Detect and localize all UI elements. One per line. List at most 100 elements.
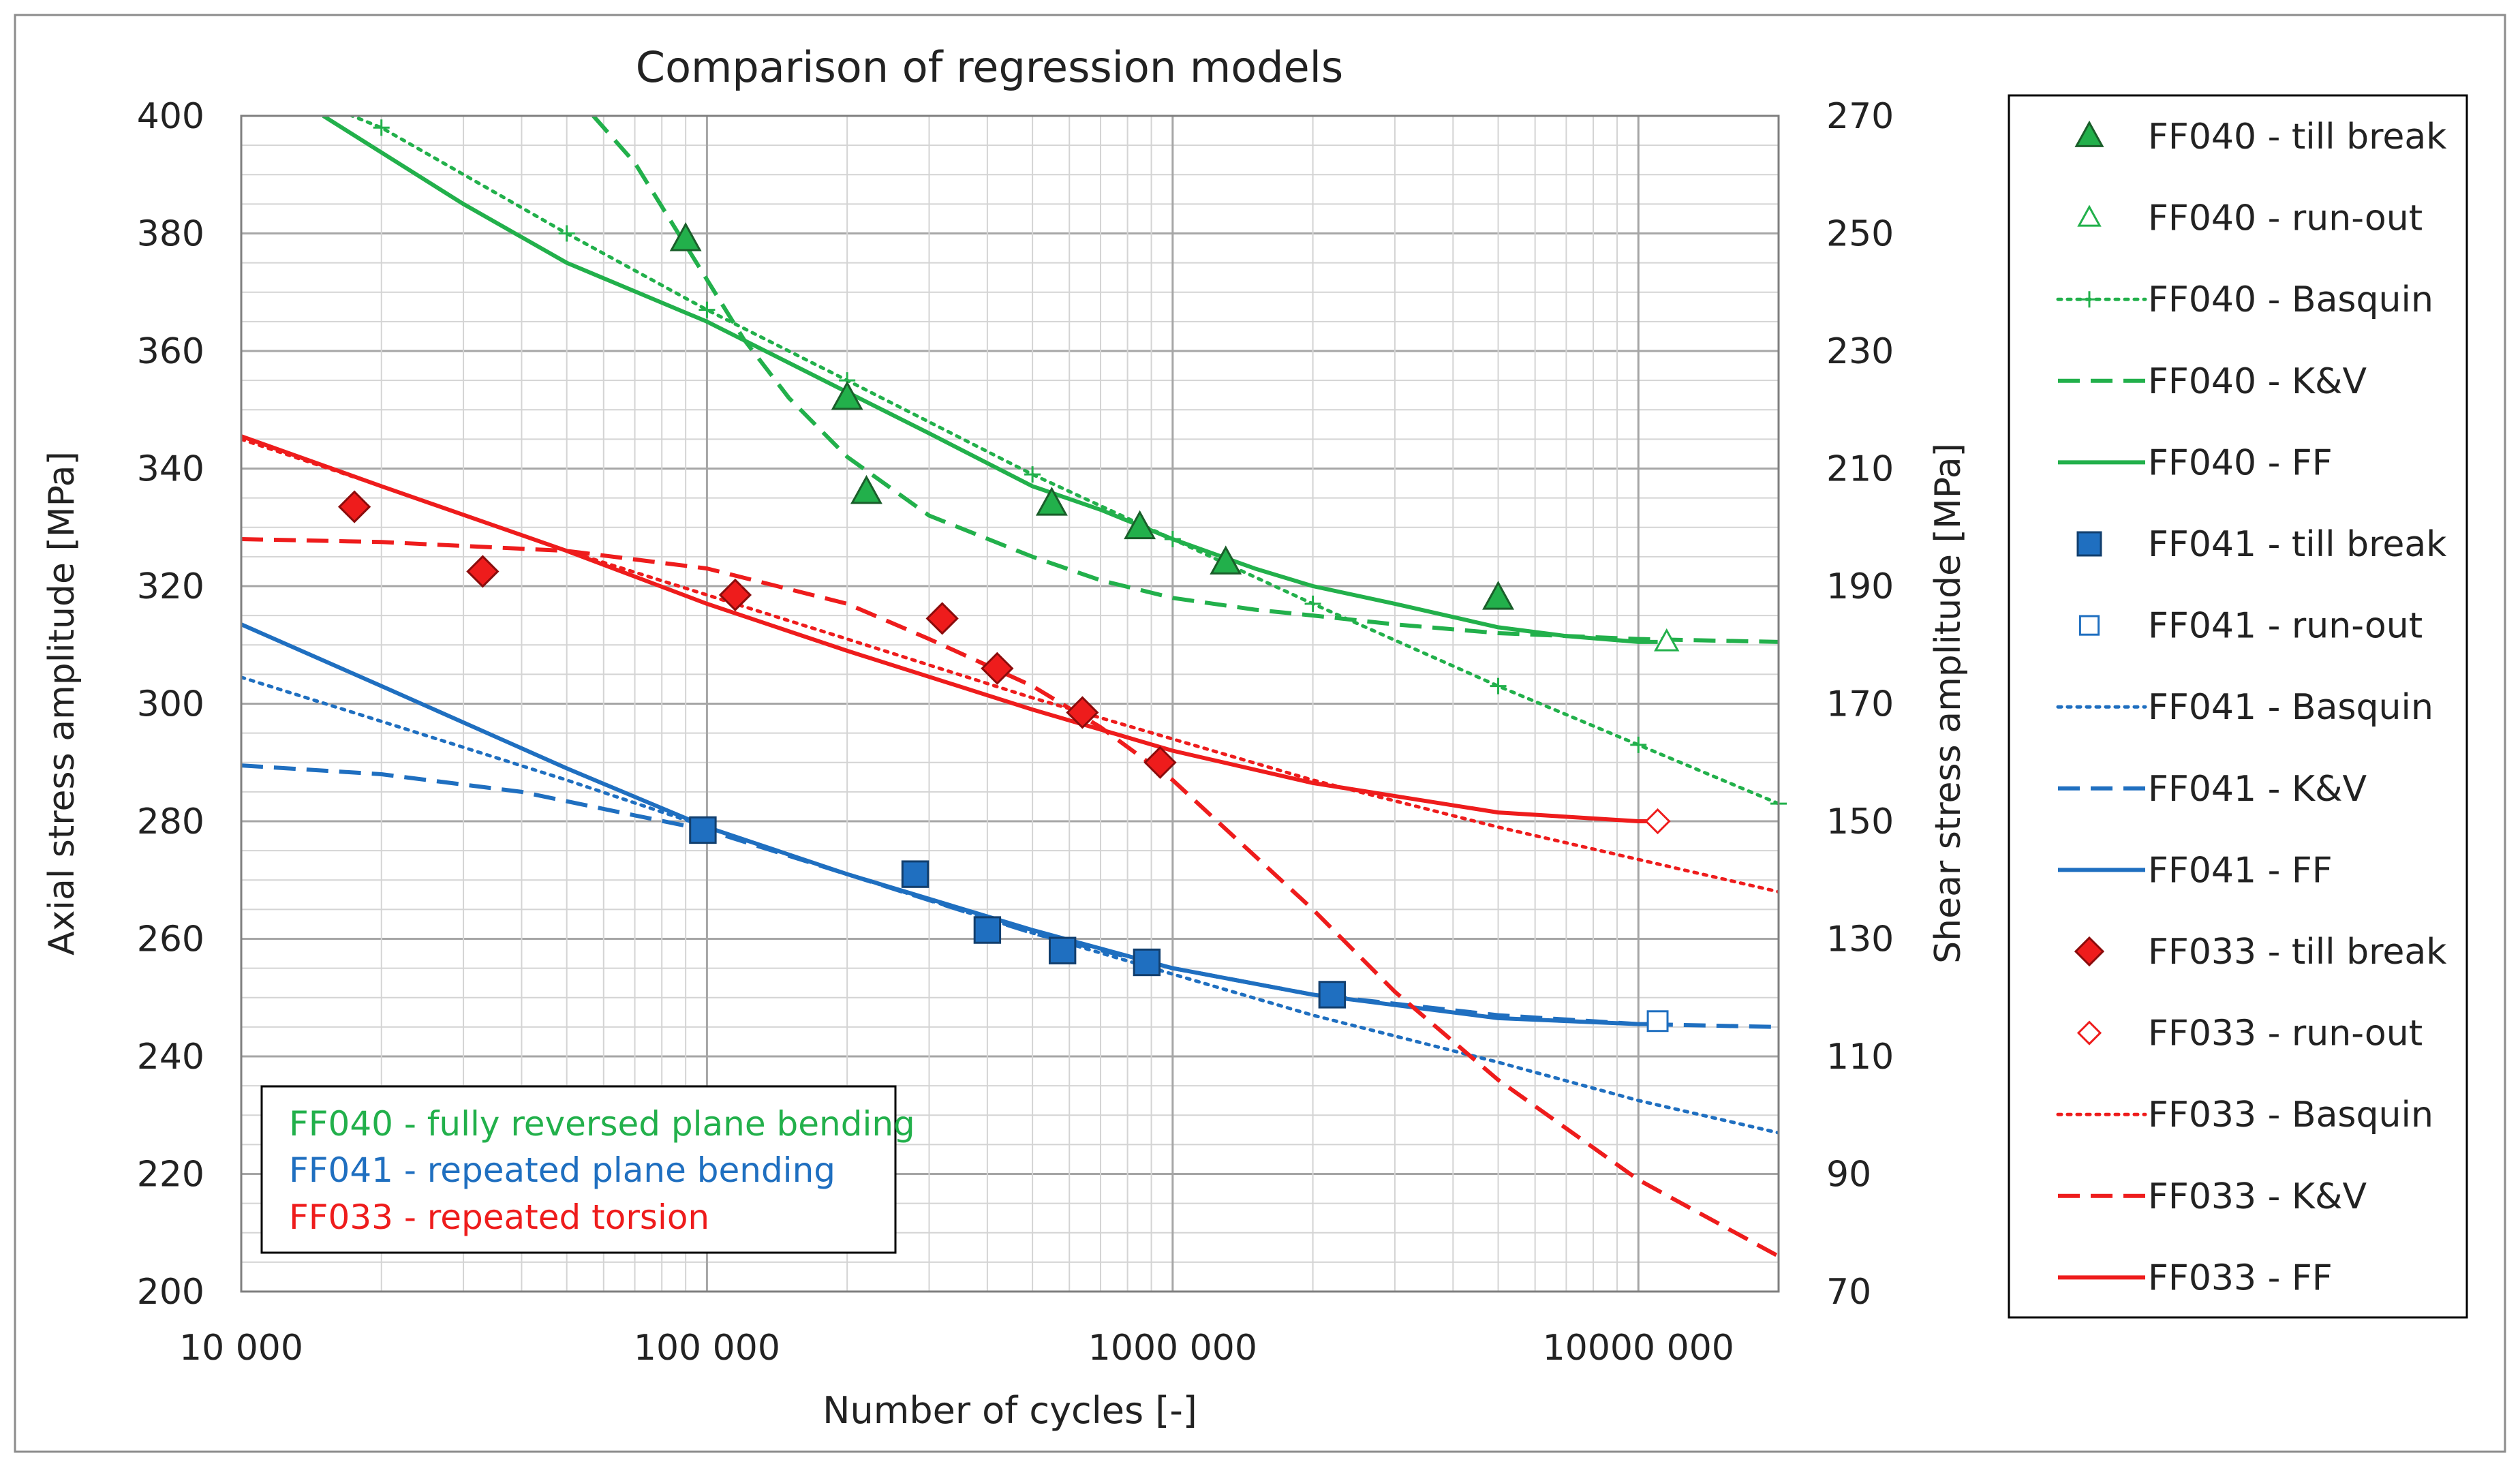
y-tick-label: 260: [137, 919, 204, 960]
y2-tick-label: 110: [1826, 1037, 1894, 1078]
y2-tick-label: 170: [1826, 684, 1894, 725]
triangle-marker: [1210, 545, 1242, 575]
plus-marker: [1490, 677, 1507, 694]
series-ff040-till-break: [669, 222, 1514, 610]
triangle-marker: [2077, 204, 2102, 227]
y-tick-label: 340: [137, 449, 204, 490]
diamond-marker: [1143, 746, 1177, 779]
y-tick-label: 300: [137, 684, 204, 725]
diamond-marker: [2076, 1020, 2102, 1045]
series-ff041-basquin: [241, 675, 1779, 1135]
legend-label: FF033 - till break: [2148, 932, 2446, 973]
y2-tick-label: 230: [1826, 331, 1894, 372]
y2-axis-title: Shear stress amplitude [MPa]: [1928, 443, 1969, 964]
square-marker: [1133, 948, 1161, 977]
legend-label: FF041 - K&V: [2148, 769, 2367, 810]
legend-item: FF040 - Basquin: [2056, 279, 2433, 320]
series-ff040-run-out: [1654, 628, 1680, 652]
legend-item: FF040 - K&V: [2058, 361, 2367, 402]
legend-label: FF040 - FF: [2148, 442, 2333, 483]
triangle-marker: [1124, 510, 1156, 540]
chart-title: Comparison of regression models: [636, 42, 1343, 92]
y2-tick-label: 210: [1826, 449, 1894, 490]
plus-marker: [1304, 595, 1321, 612]
y-tick-label: 320: [137, 566, 204, 607]
annotation-line: FF033 - repeated torsion: [289, 1197, 709, 1237]
series-ff033-ff: [241, 434, 1658, 823]
diamond-marker: [2074, 936, 2105, 967]
diamond-marker: [466, 555, 500, 588]
series-line: [241, 537, 1779, 1258]
annotation-line: FF040 - fully reversed plane bending: [289, 1104, 915, 1144]
diamond-marker: [981, 652, 1014, 685]
diamond-marker: [1644, 808, 1671, 835]
plus-marker: [1630, 736, 1647, 753]
y-tick-label: 280: [137, 801, 204, 842]
square-marker: [973, 916, 1002, 944]
legend-label: FF041 - Basquin: [2148, 687, 2433, 728]
legend-item: FF041 - FF: [2058, 850, 2333, 891]
diamond-marker: [925, 602, 959, 635]
series-line: [241, 434, 1658, 823]
legend-item: FF033 - till break: [2074, 932, 2446, 973]
series-layer: [241, 116, 1787, 1258]
plus-marker: [373, 119, 390, 136]
legend-label: FF033 - K&V: [2148, 1176, 2367, 1217]
legend-item: FF040 - run-out: [2077, 198, 2423, 239]
y2-tick-label: 190: [1826, 566, 1894, 607]
y-tick-label: 400: [137, 96, 204, 137]
triangle-marker: [669, 222, 702, 251]
legend-label: FF033 - run-out: [2148, 1013, 2423, 1054]
series-ff041-ff: [241, 622, 1658, 1026]
series-ff033-k-v: [241, 537, 1779, 1258]
y-tick-label: 220: [137, 1155, 204, 1195]
legend-label: FF033 - FF: [2148, 1257, 2333, 1298]
legend-item: FF033 - Basquin: [2056, 1095, 2433, 1135]
legend-item: FF041 - till break: [2076, 524, 2446, 565]
series-ff040-k-v: [591, 116, 1779, 644]
diamond-marker: [718, 578, 752, 612]
legend-label: FF040 - K&V: [2148, 361, 2367, 402]
square-marker: [2078, 615, 2100, 636]
square-marker: [1048, 936, 1077, 964]
y-axis-title: Axial stress amplitude [MPa]: [42, 451, 82, 956]
legend-item: FF041 - K&V: [2058, 769, 2367, 810]
series-ff033-run-out: [1644, 808, 1671, 835]
series-line: [591, 116, 1779, 644]
square-marker: [1318, 981, 1347, 1009]
series-ff033-till-break: [337, 490, 1177, 779]
triangle-marker: [831, 380, 863, 410]
y2-tick-label: 130: [1826, 919, 1894, 960]
triangle-marker: [850, 474, 882, 504]
triangle-marker: [1035, 487, 1068, 516]
y2-tick-label: 150: [1826, 801, 1894, 842]
plot-area-border: [240, 114, 1780, 1293]
square-marker: [689, 816, 717, 844]
legend-label: FF040 - till break: [2148, 117, 2446, 157]
plus-marker: [1024, 466, 1041, 483]
plus-marker: [698, 301, 716, 318]
series-line: [241, 675, 1779, 1135]
annotation-line: FF041 - repeated plane bending: [289, 1150, 835, 1190]
triangle-marker: [1482, 581, 1514, 610]
x-tick-label: 10000 000: [1543, 1328, 1734, 1369]
plus-marker: [558, 225, 575, 242]
axes: 200 220 240 260 280 300 320 340 360 380 400 70 90 110…: [137, 96, 1894, 1369]
legend-item: FF040 - till break: [2074, 117, 2446, 157]
series-line: [241, 622, 1658, 1026]
legend-label: FF040 - Basquin: [2148, 279, 2433, 320]
x-tick-label: 10 000: [179, 1328, 303, 1369]
plus-marker: [2081, 291, 2098, 308]
series-ff041-k-v: [241, 763, 1779, 1029]
y2-tick-label: 270: [1826, 96, 1894, 137]
y2-tick-label: 90: [1826, 1155, 1871, 1195]
triangle-marker: [1654, 628, 1680, 652]
legend-item: FF033 - FF: [2058, 1257, 2333, 1298]
x-axis-title: Number of cycles [-]: [823, 1389, 1197, 1432]
y-tick-label: 360: [137, 331, 204, 372]
annotation-box-frame: [260, 1085, 897, 1254]
series-line: [241, 763, 1779, 1029]
legend-label: FF033 - Basquin: [2148, 1095, 2433, 1135]
legend-label: FF040 - run-out: [2148, 198, 2423, 239]
